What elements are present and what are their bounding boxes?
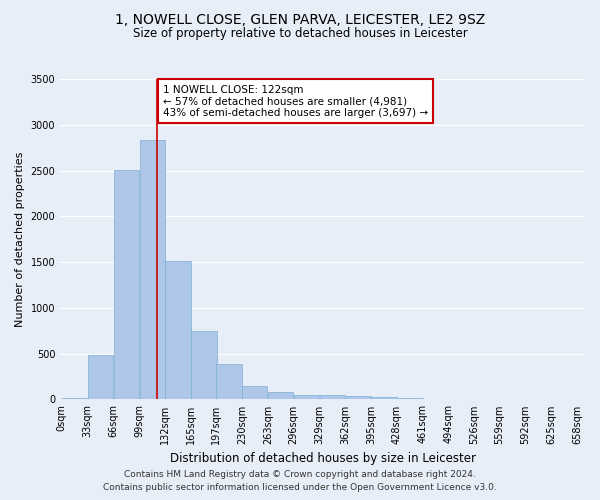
Bar xyxy=(140,140,165,400)
Bar xyxy=(268,392,293,400)
Text: 1, NOWELL CLOSE, GLEN PARVA, LEICESTER, LE2 9SZ: 1, NOWELL CLOSE, GLEN PARVA, LEICESTER, … xyxy=(115,12,485,26)
Bar xyxy=(217,364,242,400)
Bar xyxy=(242,386,268,400)
Bar xyxy=(166,261,191,400)
Bar xyxy=(114,170,139,400)
Bar xyxy=(294,395,319,400)
Bar xyxy=(397,398,422,400)
Bar xyxy=(62,398,87,400)
Text: Size of property relative to detached houses in Leicester: Size of property relative to detached ho… xyxy=(133,28,467,40)
Bar xyxy=(346,396,371,400)
Text: Contains HM Land Registry data © Crown copyright and database right 2024.
Contai: Contains HM Land Registry data © Crown c… xyxy=(103,470,497,492)
Text: 1 NOWELL CLOSE: 122sqm
← 57% of detached houses are smaller (4,981)
43% of semi-: 1 NOWELL CLOSE: 122sqm ← 57% of detached… xyxy=(163,84,428,118)
Bar xyxy=(191,331,217,400)
Y-axis label: Number of detached properties: Number of detached properties xyxy=(15,152,25,327)
Bar xyxy=(88,354,113,400)
X-axis label: Distribution of detached houses by size in Leicester: Distribution of detached houses by size … xyxy=(170,452,476,465)
Bar xyxy=(320,396,345,400)
Bar xyxy=(371,397,397,400)
